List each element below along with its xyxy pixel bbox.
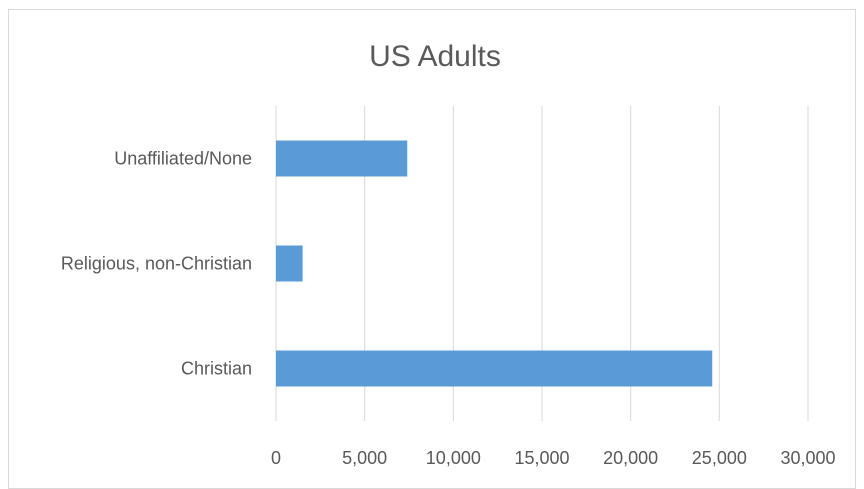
- x-tick-label: 5,000: [342, 448, 387, 468]
- category-label: Unaffiliated/None: [114, 149, 252, 169]
- x-tick-label: 10,000: [426, 448, 481, 468]
- bars: [276, 140, 713, 387]
- bar: [276, 350, 713, 387]
- bar: [276, 140, 408, 177]
- x-tick-labels: 0 5,000 10,000 15,000 20,000 25,000 30,000: [271, 448, 836, 468]
- chart-frame: [8, 9, 856, 489]
- x-tick-label: 15,000: [514, 448, 569, 468]
- bar: [276, 245, 303, 282]
- x-tick-label: 30,000: [780, 448, 835, 468]
- category-label: Christian: [181, 359, 252, 379]
- category-labels: Unaffiliated/None Religious, non-Christia…: [61, 149, 252, 379]
- x-tick-label: 20,000: [603, 448, 658, 468]
- category-label: Religious, non-Christian: [61, 254, 252, 274]
- chart-title: US Adults: [369, 40, 501, 73]
- x-tick-label: 25,000: [692, 448, 747, 468]
- x-tick-label: 0: [271, 448, 281, 468]
